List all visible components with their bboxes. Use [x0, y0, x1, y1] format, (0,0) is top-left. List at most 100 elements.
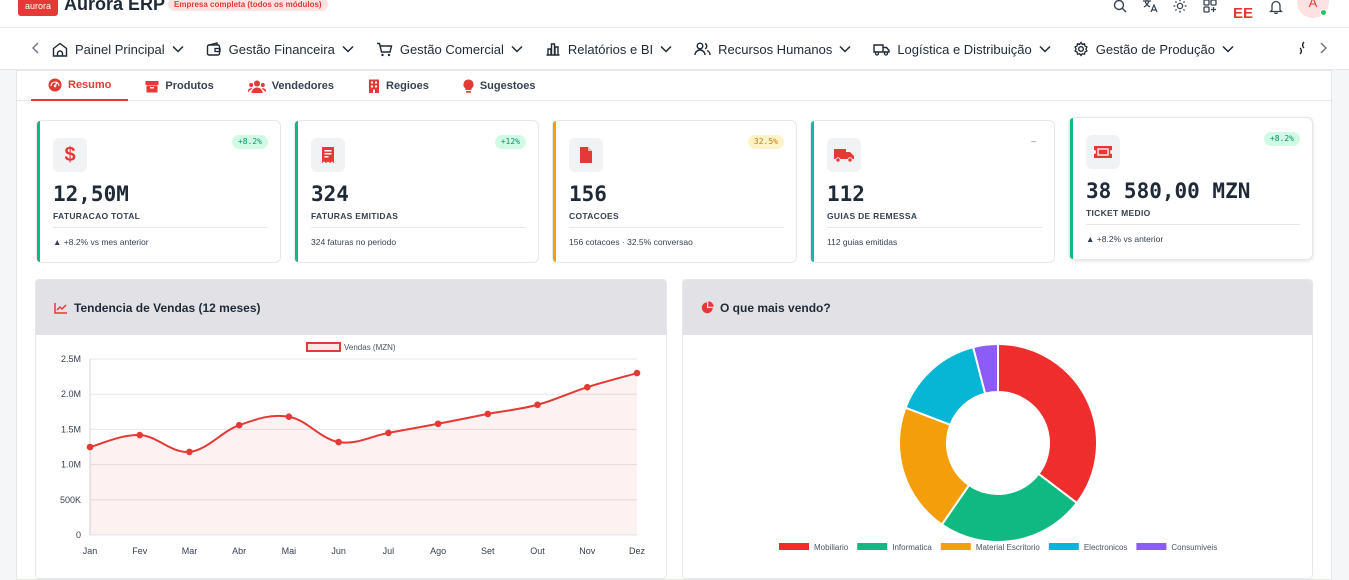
kpi-divider [53, 227, 268, 228]
bell-icon[interactable] [1268, 0, 1284, 14]
nav-item-gestao-comercial[interactable]: Gestão Comercial [376, 42, 523, 57]
donut-slice-consumiveis[interactable] [971, 342, 999, 395]
legend-label: Informatica [892, 543, 932, 552]
kpi-badge: +8.2% [1263, 132, 1300, 146]
data-point[interactable] [285, 413, 293, 421]
data-point[interactable] [633, 369, 641, 377]
kpi-card-ticket: +8.2% 38 580,00 MZN TICKET MEDIO ▲ +8.2%… [1069, 117, 1313, 260]
dashboard-tabs: Resumo Produtos Vendedores Regioes Suges… [31, 71, 552, 101]
tab-label: Resumo [68, 79, 112, 91]
data-point[interactable] [583, 383, 591, 391]
users-icon [694, 42, 711, 56]
x-tick-label: Fev [132, 546, 148, 556]
tab-label: Vendedores [271, 80, 335, 92]
kpi-value: 112 [827, 182, 865, 206]
y-tick-label: 2.5M [61, 354, 81, 364]
kpi-value: 38 580,00 MZN [1086, 179, 1251, 203]
data-point[interactable] [86, 443, 94, 451]
donut-slice-informatica[interactable] [940, 472, 1079, 543]
donut-slice-electronicos[interactable] [904, 345, 987, 427]
kpi-badge: +8.2% [231, 135, 268, 149]
nav-item-label: Painel Principal [75, 41, 165, 57]
pie-chart-icon [701, 301, 714, 314]
ticket-icon [1086, 135, 1120, 169]
nav-item-label: Recursos Humanos [718, 41, 833, 57]
bar-chart-icon [546, 43, 560, 56]
tab-resumo[interactable]: Resumo [31, 71, 129, 101]
data-point[interactable] [235, 421, 243, 429]
nav-item-label: Logística e Distribuição [897, 41, 1032, 57]
kpi-label: GUIAS DE REMESSA [827, 211, 918, 221]
nav-scroll-left-icon[interactable] [28, 40, 44, 56]
truck-icon [827, 138, 861, 172]
kpi-subtext: ▲ +8.2% vs mes anterior [53, 237, 149, 247]
x-tick-label: Set [481, 546, 495, 556]
kpi-label: TICKET MEDIO [1086, 208, 1151, 218]
kpi-label: FATURACAO TOTAL [53, 211, 141, 221]
cart-icon [376, 42, 393, 56]
kpi-card-faturacao: $ +8.2% 12,50M FATURACAO TOTAL ▲ +8.2% v… [36, 120, 281, 263]
nav-overflow-item-icon[interactable] [1294, 40, 1310, 56]
data-point[interactable] [385, 429, 392, 437]
legend-swatch [1048, 543, 1079, 550]
y-tick-label: 2.0M [61, 389, 81, 399]
tab-vendedores[interactable]: Vendedores [231, 71, 351, 101]
top-bar: aurora Aurora ERP Empresa completa (todo… [0, 0, 1349, 28]
legend-swatch [857, 543, 888, 550]
data-point[interactable] [335, 438, 342, 446]
product-mix-donut-chart: Mobiliario Informatica Material Escritorio… [779, 342, 1217, 552]
user-avatar[interactable]: A [1297, 0, 1329, 18]
product-mix-card: O que mais vendo? Mobiliario Informatica M… [682, 279, 1313, 579]
nav-scroll-right-icon[interactable] [1315, 40, 1331, 56]
online-status-dot [1320, 9, 1327, 16]
y-tick-label: 500K [60, 495, 81, 505]
apps-icon[interactable] [1202, 0, 1218, 14]
nav-item-logistica[interactable]: Logística e Distribuição [873, 41, 1051, 57]
tab-sugestoes[interactable]: Sugestoes [446, 71, 553, 101]
sales-line-chart: 0 500K 1.0M 1.5M 2.0M 2.5M Jan Fev Mar Abr Mai Jun J… [60, 342, 646, 556]
series-line-vendas [89, 372, 638, 453]
data-point[interactable] [136, 431, 144, 439]
data-point[interactable] [434, 420, 442, 428]
app-logo[interactable]: aurora [18, 0, 58, 16]
legend-swatch [779, 543, 809, 550]
nav-item-gestao-financeira[interactable]: Gestão Financeira [206, 42, 354, 57]
kpi-accent-bar [295, 121, 298, 262]
nav-item-relatorios-bi[interactable]: Relatórios e BI [545, 42, 672, 57]
search-icon[interactable] [1112, 0, 1128, 14]
sales-trend-card: Tendencia de Vendas (12 meses) 0 500K 1.0M… [35, 279, 667, 579]
product-mix-header: O que mais vendo? [683, 280, 1312, 335]
y-tick-label: 0 [76, 530, 81, 540]
legend-swatch [306, 342, 341, 352]
kpi-subtext: ▲ +8.2% vs anterior [1086, 234, 1164, 244]
kpi-divider [569, 227, 784, 228]
x-tick-label: Jul [383, 546, 395, 556]
donut-slice-mobiliario[interactable] [997, 342, 1098, 505]
gauge-icon [48, 78, 62, 92]
x-tick-label: Dez [629, 546, 646, 556]
file-icon [569, 138, 603, 172]
nav-item-recursos-humanos[interactable]: Recursos Humanos [694, 42, 851, 57]
translate-icon[interactable] [1142, 0, 1158, 14]
home-icon [52, 42, 68, 57]
tab-produtos[interactable]: Produtos [128, 71, 230, 101]
nav-item-painel-principal[interactable]: Painel Principal [52, 42, 184, 57]
ee-indicator: EE [1232, 4, 1253, 22]
y-tick-label: 1.0M [61, 460, 81, 470]
data-point[interactable] [484, 410, 492, 418]
nav-item-gestao-producao[interactable]: Gestão de Produção [1073, 41, 1234, 57]
nav-item-label: Gestão Comercial [399, 41, 504, 57]
data-point[interactable] [186, 448, 193, 456]
series-area-fill [90, 373, 637, 535]
tab-label: Regioes [386, 80, 429, 92]
wallet-icon [206, 42, 221, 56]
x-tick-label: Ago [430, 546, 446, 556]
kpi-divider [311, 227, 526, 228]
tab-regioes[interactable]: Regioes [351, 71, 446, 101]
data-point[interactable] [534, 401, 541, 409]
kpi-value: 156 [569, 182, 607, 206]
kpi-badge: – [1031, 137, 1036, 146]
sun-icon[interactable] [1172, 0, 1188, 14]
legend-label: Consumiveis [1171, 543, 1217, 552]
line-chart-icon [54, 302, 67, 314]
